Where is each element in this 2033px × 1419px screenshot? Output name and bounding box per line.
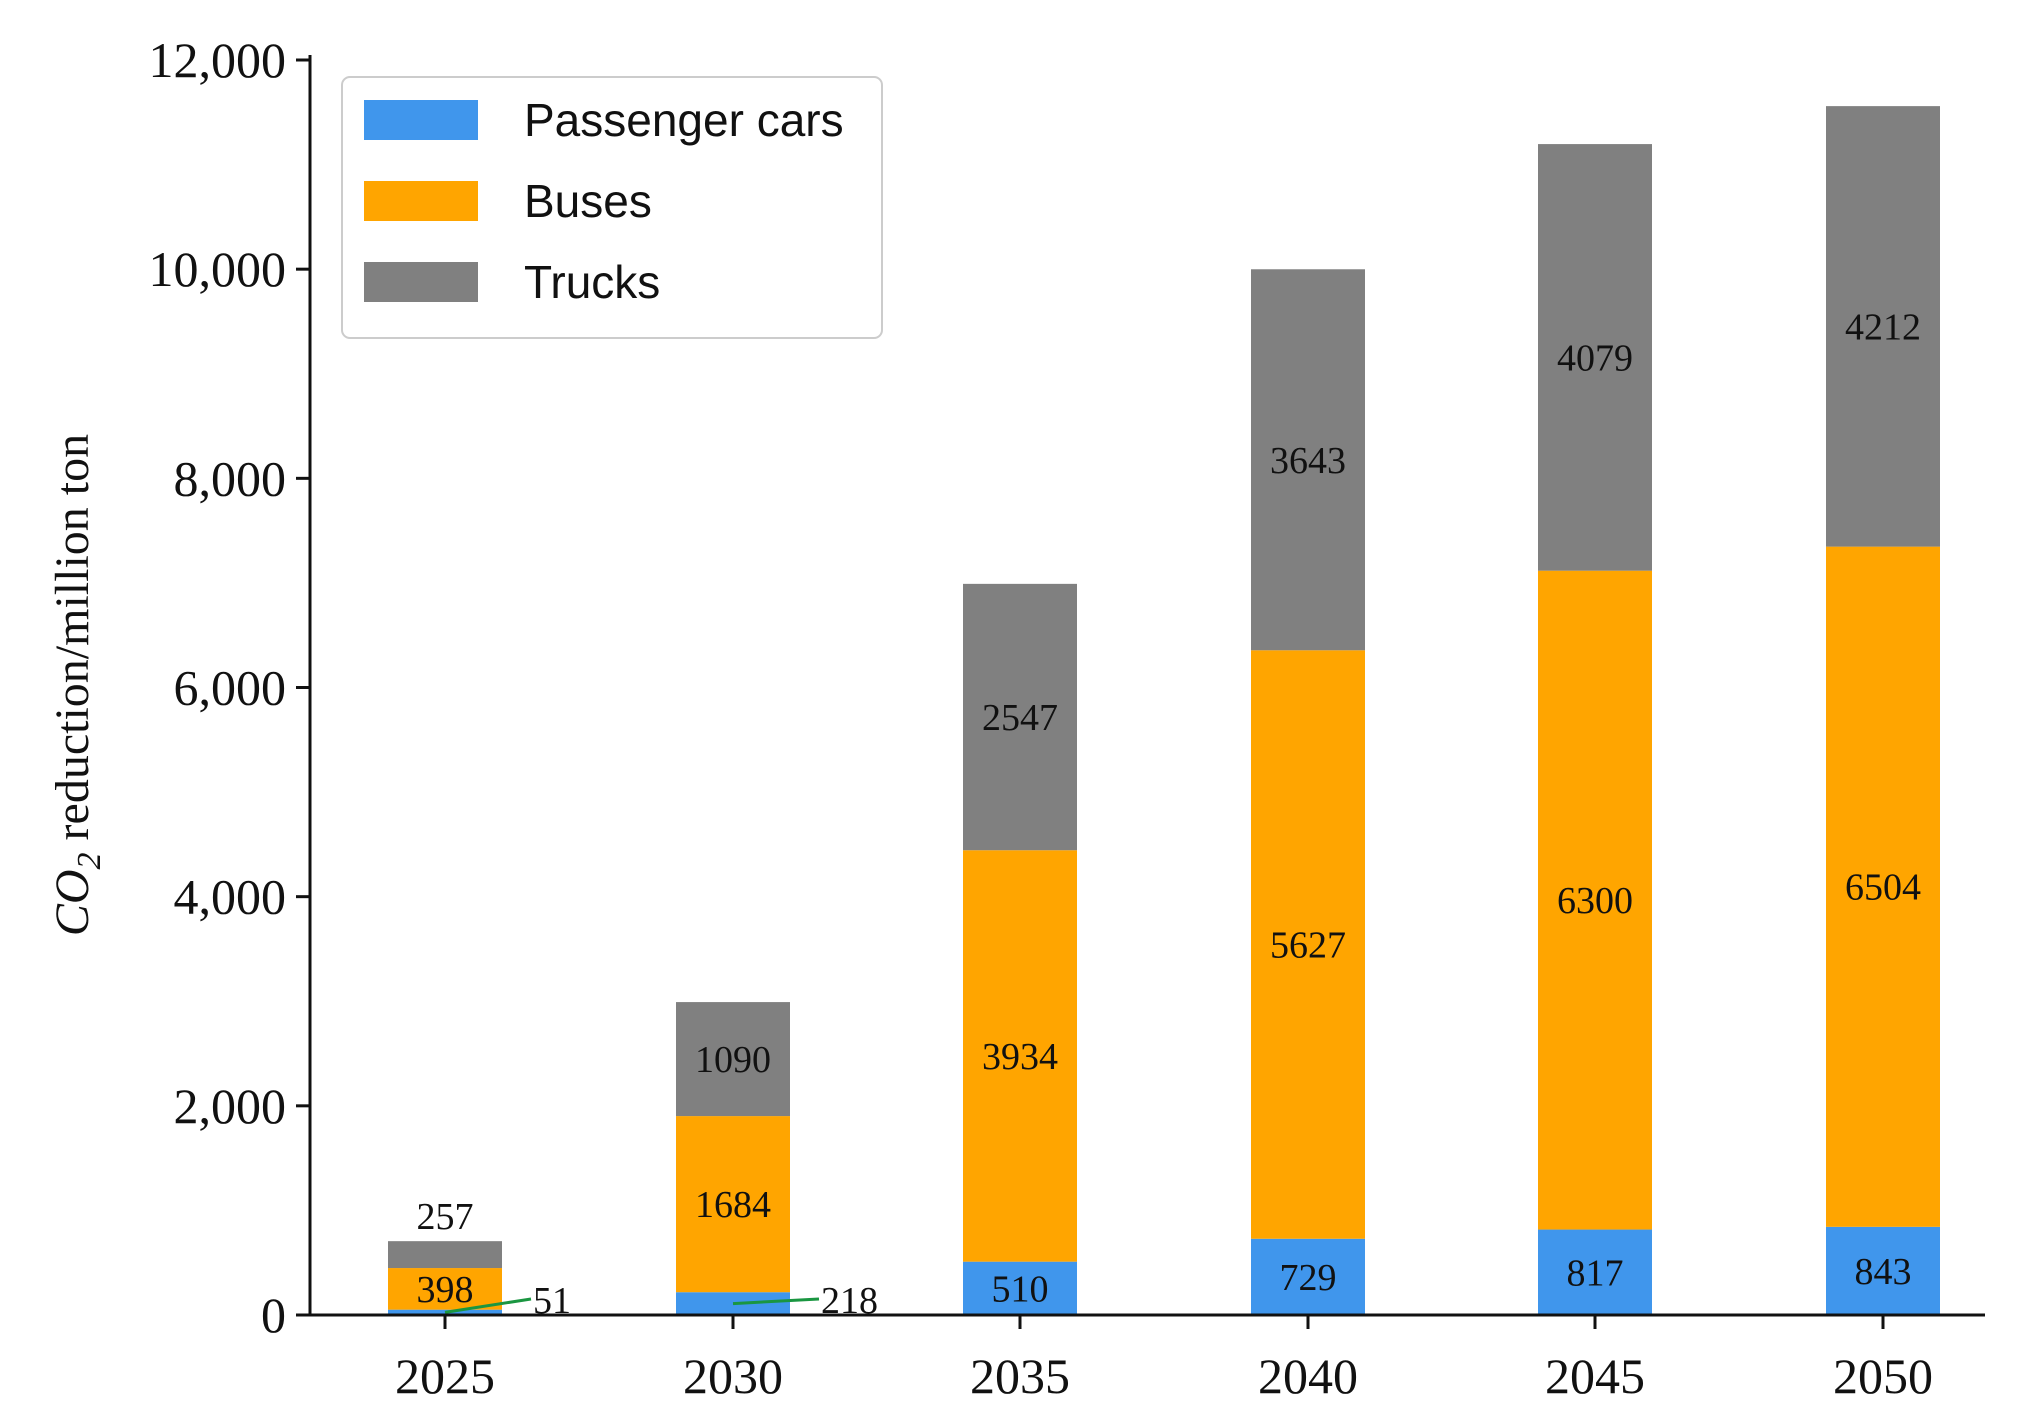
data-label-passenger-cars: 510 [992,1268,1049,1310]
legend-swatch-trucks [364,262,478,302]
callout-line-passenger-cars [444,1297,532,1314]
bar-passenger-cars-2035 [963,1261,1077,1315]
data-label-trucks: 257 [417,1196,474,1238]
bar-buses-2050 [1826,546,1940,1227]
bar-trucks-2045 [1538,144,1652,571]
bar-trucks-2040 [1251,269,1365,651]
bar-buses-2045 [1538,570,1652,1230]
data-label-passenger-cars: 817 [1567,1252,1624,1294]
legend-swatch-passenger-cars [364,100,478,140]
data-label-trucks: 4079 [1557,337,1633,379]
y-axis-title-main: CO [46,869,99,936]
y-tick-label: 8,000 [174,450,287,506]
callout-line-passenger-cars [732,1297,820,1306]
bar-buses-2025 [388,1268,502,1310]
plot-area: 5139825721816841090510393425477295627364… [388,106,1940,1322]
bar-buses-2035 [963,850,1077,1262]
bar-passenger-cars-2040 [1251,1238,1365,1315]
y-tick-label: 12,000 [149,32,287,88]
bar-buses-2040 [1251,650,1365,1239]
bar-trucks-2050 [1826,106,1940,547]
x-tick-label: 2040 [1258,1348,1358,1404]
data-label-trucks: 2547 [982,697,1058,739]
x-tick-label: 2025 [395,1348,495,1404]
legend-label-trucks: Trucks [524,256,660,308]
x-tick-label: 2045 [1545,1348,1645,1404]
bar-trucks-2035 [963,583,1077,851]
x-tick-label: 2030 [683,1348,783,1404]
data-label-buses: 398 [417,1269,474,1311]
data-label-buses: 1684 [695,1184,771,1226]
y-tick-label: 4,000 [174,869,287,925]
y-axis-title-rest: reduction/million ton [46,434,99,853]
legend: Passenger cars Buses Trucks [341,76,883,339]
y-tick-label: 0 [261,1287,286,1343]
legend-label-passenger-cars: Passenger cars [524,94,844,146]
data-label-buses: 5627 [1270,925,1346,967]
data-label-trucks: 4212 [1845,306,1921,348]
bar-buses-2030 [676,1116,790,1293]
x-tick-label: 2035 [970,1348,1070,1404]
data-label-passenger-cars: 843 [1855,1251,1912,1293]
data-label-buses: 6504 [1845,867,1921,909]
y-tick-label: 10,000 [149,241,287,297]
bar-trucks-2025 [388,1241,502,1269]
y-tick-label: 2,000 [174,1078,287,1134]
bar-passenger-cars-2045 [1538,1229,1652,1315]
data-label-trucks: 1090 [695,1039,771,1081]
y-tick-label: 6,000 [174,660,287,716]
axes: 0 2,000 4,000 6,000 8,000 10,000 12,000 2025 203… [149,32,1985,1404]
y-axis-title: CO2 reduction/million ton [46,434,108,936]
data-label-buses: 6300 [1557,880,1633,922]
bar-passenger-cars-2050 [1826,1226,1940,1315]
legend-swatch-buses [364,181,478,221]
legend-label-buses: Buses [524,175,652,227]
bar-trucks-2030 [676,1002,790,1117]
y-axis-title-subscript: 2 [71,852,108,869]
data-label-buses: 3934 [982,1036,1058,1078]
x-tick-label: 2050 [1833,1348,1933,1404]
data-label-passenger-cars: 729 [1280,1257,1337,1299]
data-label-trucks: 3643 [1270,440,1346,482]
